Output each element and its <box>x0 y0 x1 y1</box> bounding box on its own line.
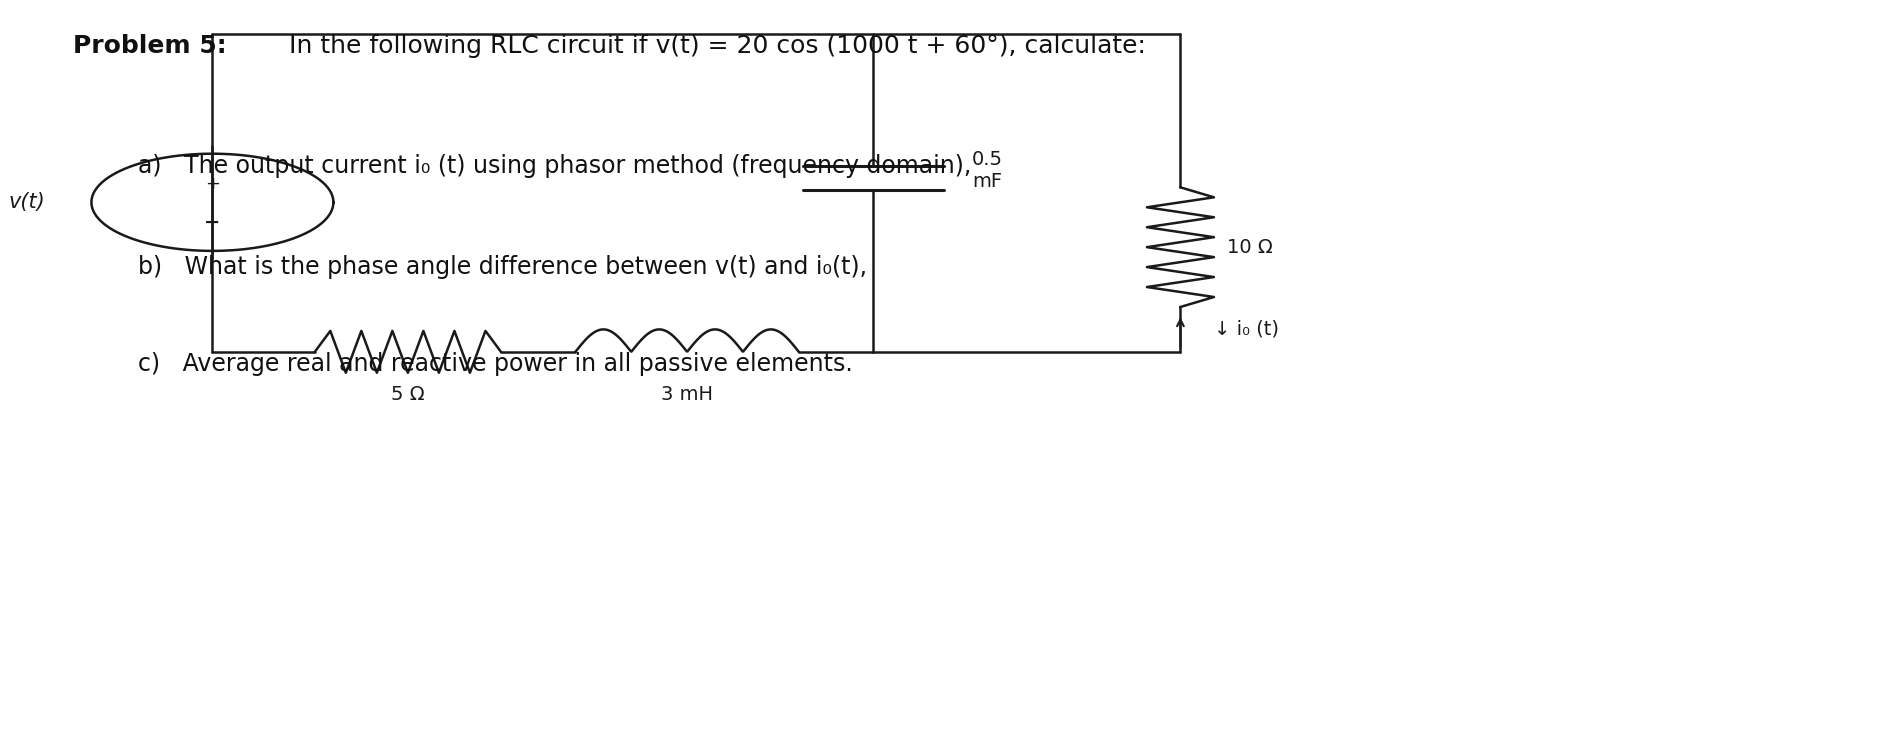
Text: v(t): v(t) <box>8 192 45 212</box>
Text: a)   The output current i₀ (t) using phasor method (frequency domain),: a) The output current i₀ (t) using phaso… <box>138 153 971 178</box>
Text: c)   Average real and reactive power in all passive elements.: c) Average real and reactive power in al… <box>138 352 853 376</box>
Text: In the following RLC circuit if v(t) = 20 cos (1000 t + 60°), calculate:: In the following RLC circuit if v(t) = 2… <box>282 34 1147 58</box>
Text: 5 Ω: 5 Ω <box>392 386 424 404</box>
Text: ↓ i₀ (t): ↓ i₀ (t) <box>1215 320 1279 339</box>
Text: 0.5
mF: 0.5 mF <box>972 150 1003 191</box>
Text: 10 Ω: 10 Ω <box>1228 237 1273 256</box>
Text: 3 mH: 3 mH <box>660 386 713 404</box>
Text: +: + <box>204 175 219 193</box>
Text: −: − <box>204 213 221 232</box>
Text: Problem 5:: Problem 5: <box>72 34 227 58</box>
Text: b)   What is the phase angle difference between v(t) and i₀(t),: b) What is the phase angle difference be… <box>138 255 867 279</box>
